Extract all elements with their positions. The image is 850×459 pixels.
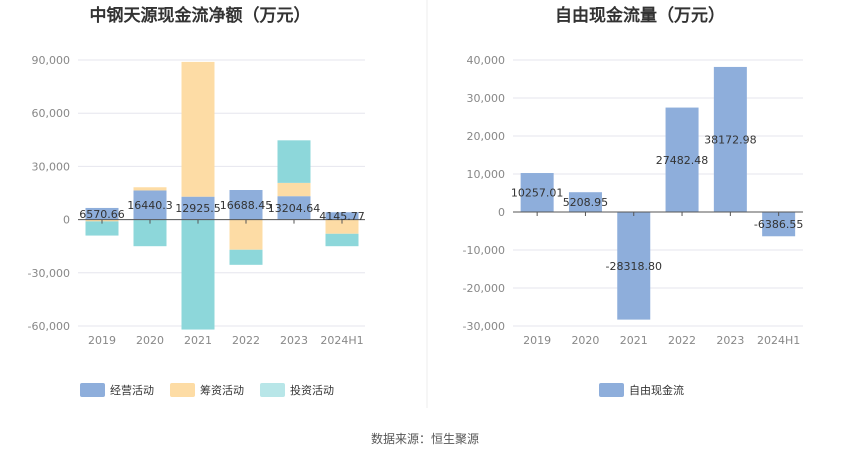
y-tick-label: 60,000 [32,107,71,120]
legend-label: 投资活动 [290,383,334,397]
x-category-label: 2021 [184,334,212,347]
bar-投资活动 [85,221,119,236]
data-label: 16688.45 [220,199,273,212]
legend-label: 筹资活动 [200,383,244,397]
free-cash-flow-title: 自由现金流量（万元） [555,5,725,26]
x-category-label: 2023 [280,334,308,347]
legend-swatch [599,383,624,397]
bar-自由现金流 [762,212,796,237]
data-label: 12925.5 [175,202,221,215]
data-label: 10257.01 [511,187,564,200]
x-category-label: 2024H1 [757,334,800,347]
legend-swatch [80,383,105,397]
bar-筹资活动 [133,187,167,191]
bar-筹资活动 [277,182,311,197]
bar-经营活动 [229,190,263,220]
x-category-label: 2019 [88,334,116,347]
net-cash-flow-chart: 中钢天源现金流净额（万元） 90,000 60,000 30,000 0 -30,000… [28,5,365,397]
y-tick-label: 30,000 [32,160,71,173]
x-category-label: 2022 [668,334,696,347]
y-tick-label: 40,000 [467,54,506,67]
bar-投资活动 [181,219,215,330]
bar-筹资活动 [325,219,359,234]
legend-label: 经营活动 [110,383,154,397]
bar-经营活动 [277,196,311,220]
bar-自由现金流 [568,192,602,212]
y-tick-label: -20,000 [463,282,505,295]
y-tick-label: 0 [498,206,505,219]
y-tick-label: 20,000 [467,130,506,143]
bar-经营活动 [85,207,119,220]
bar-筹资活动 [229,219,263,250]
legend-swatch [260,383,285,397]
data-label: 13204.64 [268,202,321,215]
x-category-label: 2020 [571,334,599,347]
y-tick-label: -30,000 [28,267,70,280]
free-cash-flow-chart: 自由现金流量（万元） 40,000 30,000 20,000 10,000 0 -10,… [463,5,803,397]
x-category-label: 2022 [232,334,260,347]
data-label: 16440.3 [127,199,173,212]
data-source-label: 数据来源：恒生聚源 [371,431,479,446]
bar-投资活动 [229,249,263,265]
bar-经营活动 [325,212,359,220]
data-label: -6386.55 [754,218,803,231]
y-tick-label: -30,000 [463,320,505,333]
y-tick-label: 10,000 [467,168,506,181]
data-label: 5208.95 [563,196,609,209]
data-label: 27482.48 [656,154,709,167]
bar-投资活动 [133,219,167,247]
data-label: -28318.80 [606,260,662,273]
net-cash-flow-title: 中钢天源现金流净额（万元） [90,5,311,26]
bar-筹资活动 [181,61,215,197]
bar-自由现金流 [665,107,699,212]
legend-swatch [170,383,195,397]
y-tick-label: 90,000 [32,54,71,67]
y-tick-label: -60,000 [28,320,70,333]
bar-经营活动 [133,190,167,220]
x-category-label: 2020 [136,334,164,347]
y-tick-label: -10,000 [463,244,505,257]
bar-自由现金流 [713,66,747,212]
bar-经营活动 [181,196,215,220]
y-tick-label: 0 [63,214,70,227]
x-category-label: 2021 [620,334,648,347]
x-category-label: 2023 [716,334,744,347]
x-category-label: 2019 [523,334,551,347]
bar-投资活动 [277,140,311,183]
data-label: 6570.66 [79,208,125,221]
legend-label: 自由现金流 [629,383,684,397]
bar-自由现金流 [520,173,554,212]
bar-自由现金流 [617,212,651,320]
bar-投资活动 [325,233,359,247]
data-label: 38172.98 [704,133,757,146]
data-label: 4145.77 [319,210,365,223]
x-category-label: 2024H1 [320,334,363,347]
y-tick-label: 30,000 [467,92,506,105]
